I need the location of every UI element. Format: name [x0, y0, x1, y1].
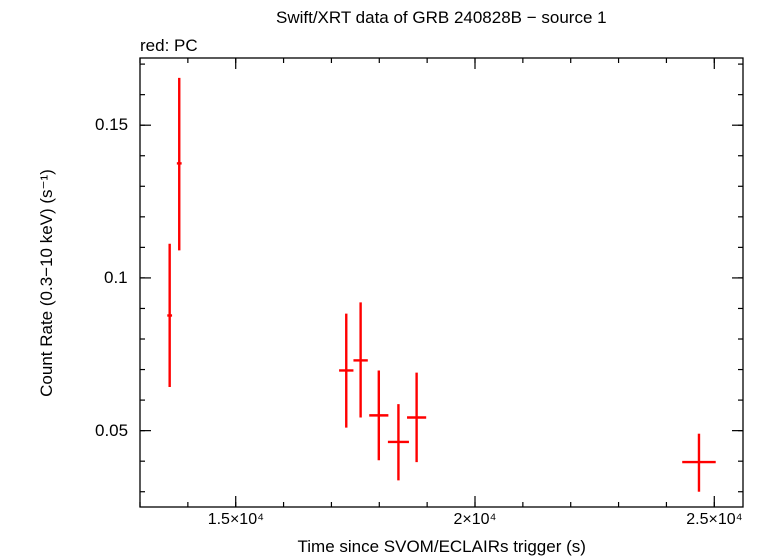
data-point — [407, 372, 427, 463]
x-axis-label: Time since SVOM/ECLAIRs trigger (s) — [297, 537, 586, 556]
data-point — [369, 370, 389, 461]
chart-title: Swift/XRT data of GRB 240828B − source 1 — [276, 8, 607, 27]
data-point — [353, 302, 368, 418]
data-point — [339, 313, 354, 428]
axis-ticks — [139, 58, 743, 507]
x-tick-label: 2×10⁴ — [453, 511, 497, 528]
data-point — [176, 77, 182, 251]
y-tick-label: 0.1 — [104, 267, 128, 287]
chart-subtitle: red: PC — [140, 36, 198, 55]
x-tick-label: 2.5×10⁴ — [686, 511, 743, 528]
plot-frame — [139, 57, 744, 508]
y-tick-label: 0.05 — [95, 420, 129, 440]
y-axis-label: Count Rate (0.3−10 keV) (s⁻¹) — [36, 168, 56, 397]
data-series-pc — [167, 77, 716, 492]
data-point — [682, 433, 716, 492]
y-tick-label: 0.15 — [95, 115, 129, 135]
x-tick-label: 1.5×10⁴ — [207, 511, 264, 528]
data-point — [387, 404, 409, 481]
data-point — [167, 243, 173, 387]
